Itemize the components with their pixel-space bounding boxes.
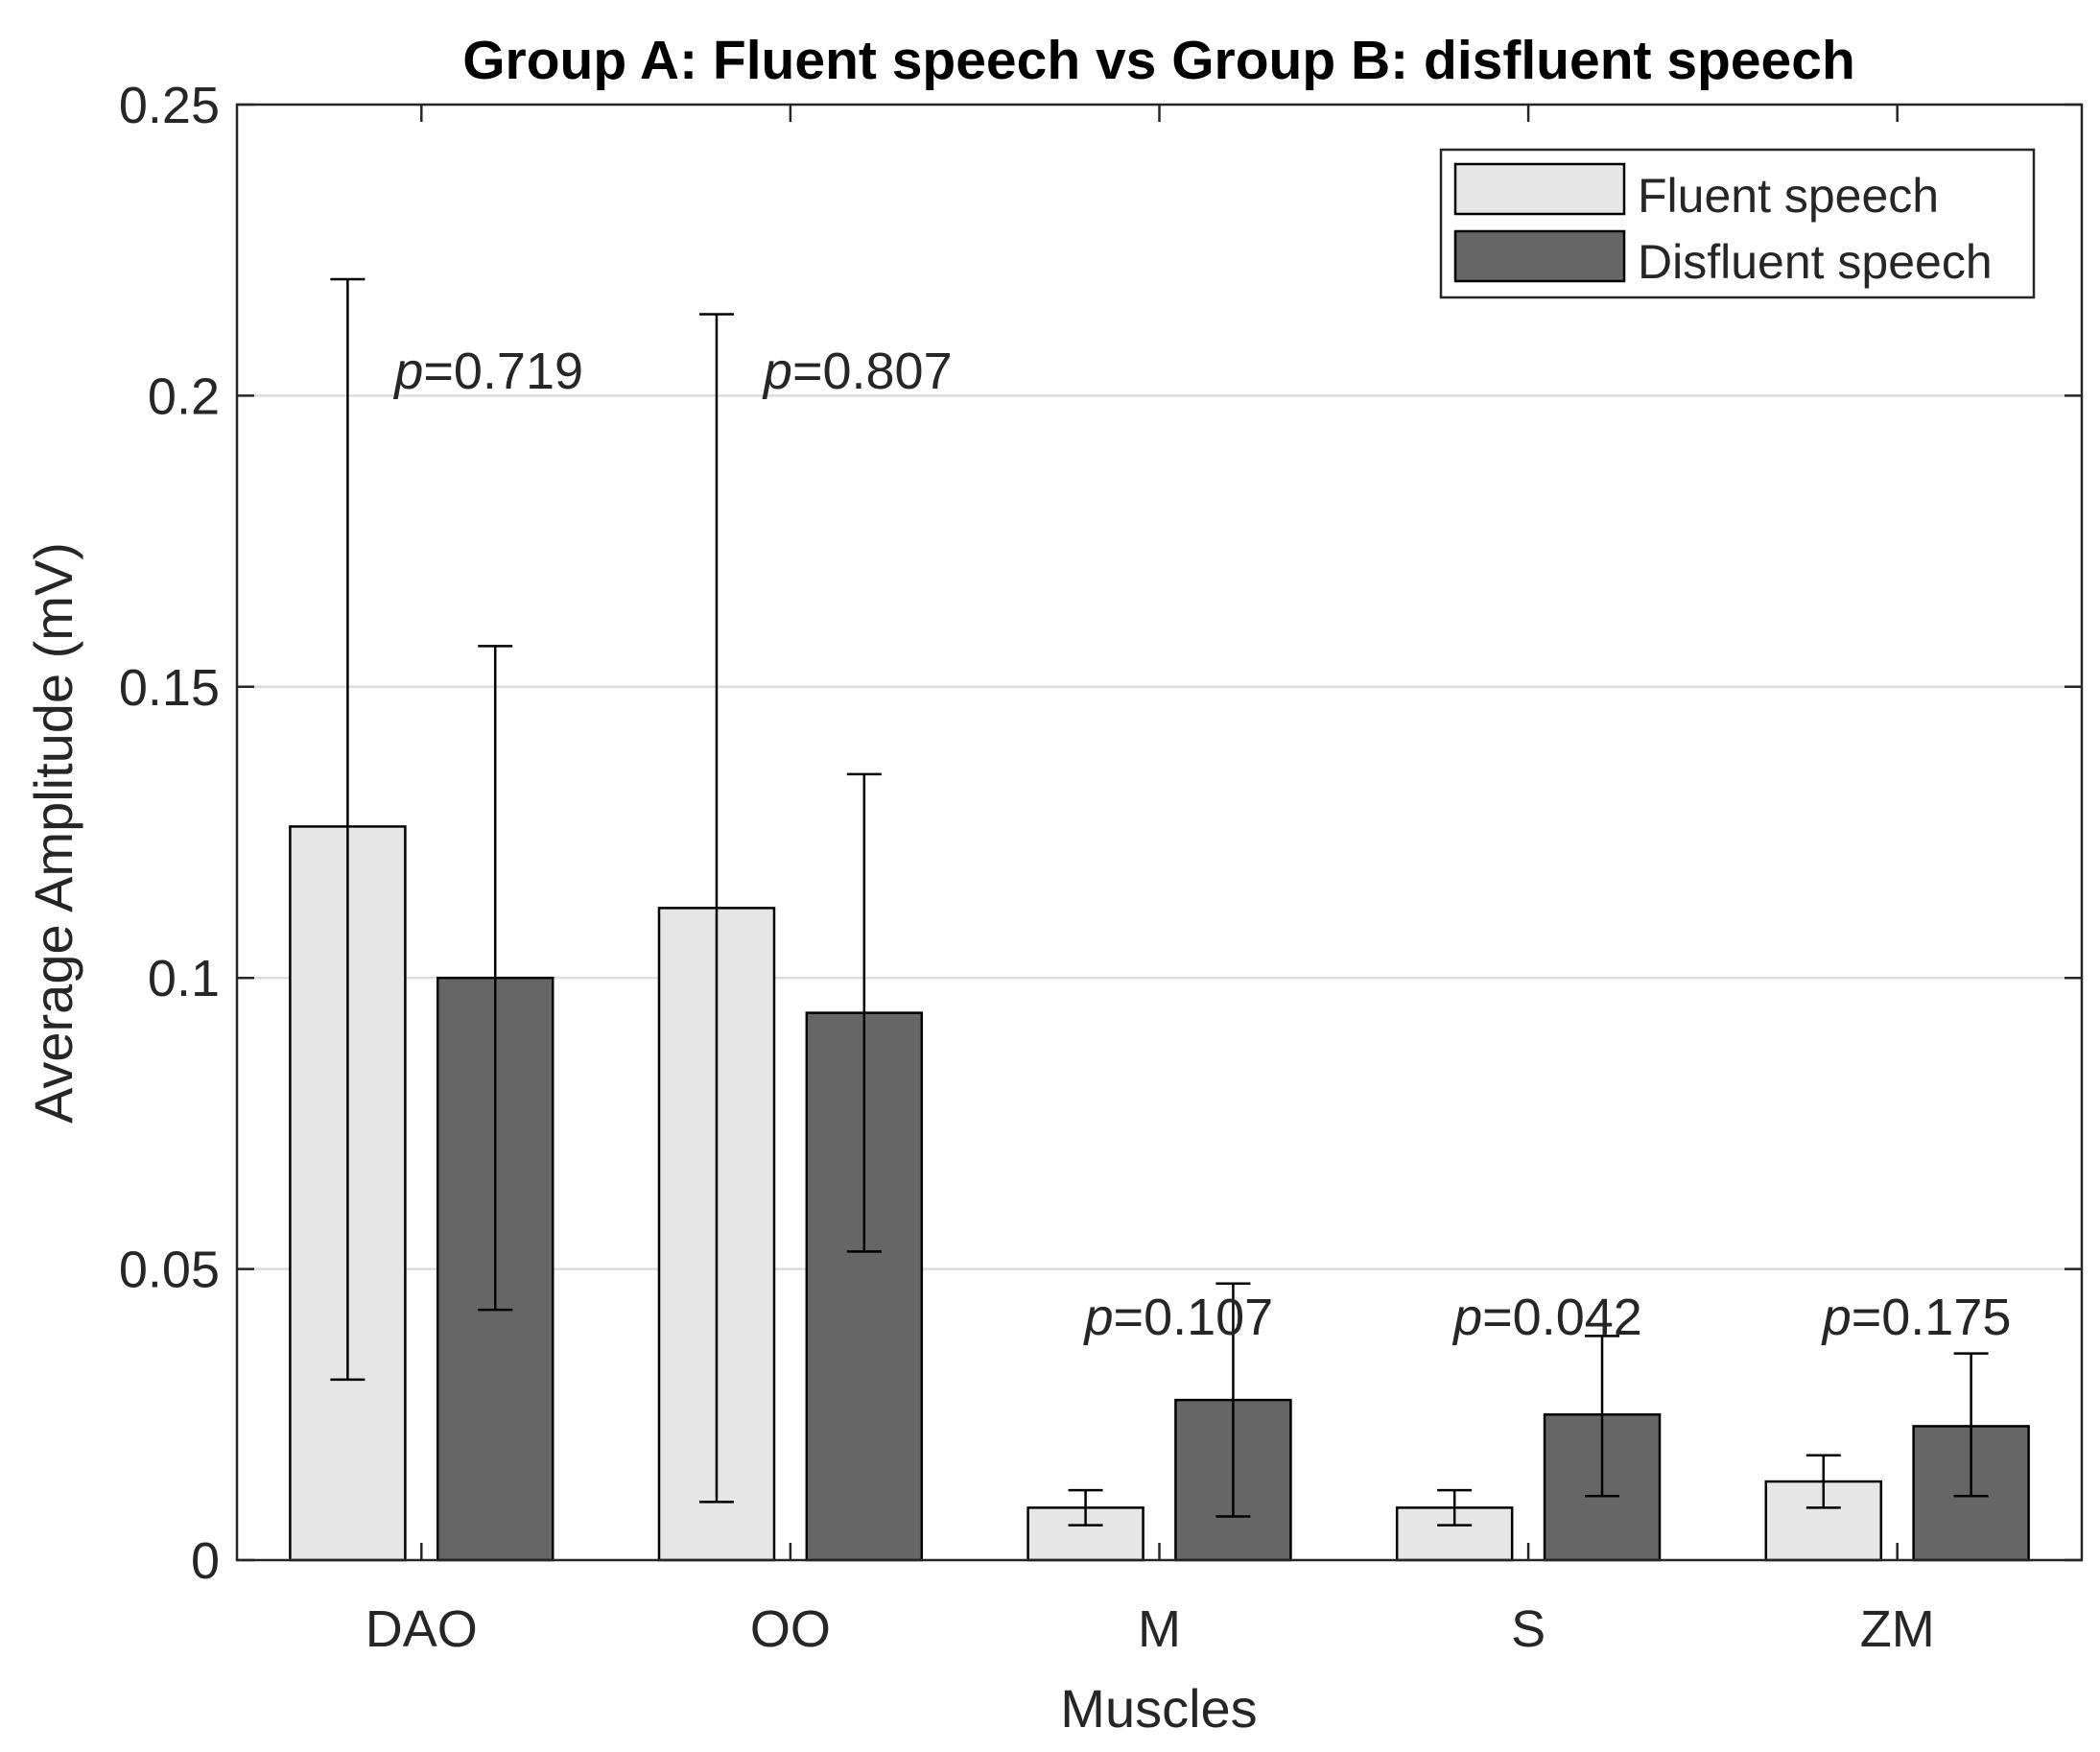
p-value-annotation-oo: p=0.807 bbox=[762, 343, 953, 400]
p-symbol: p bbox=[1083, 1289, 1114, 1346]
x-tick-label: S bbox=[1511, 1600, 1546, 1658]
error-bar-fluent-oo bbox=[698, 313, 734, 1503]
p-value: =0.175 bbox=[1852, 1289, 2012, 1346]
x-axis-label: Muscles bbox=[1060, 1678, 1257, 1739]
error-bar-disfluent-oo bbox=[846, 772, 882, 1253]
p-symbol: p bbox=[1451, 1289, 1482, 1346]
p-value: =0.042 bbox=[1482, 1289, 1642, 1346]
p-value-annotation-m: p=0.107 bbox=[1083, 1289, 1274, 1346]
x-tick-label: OO bbox=[750, 1600, 831, 1658]
x-tick-labels: DAO OO M S ZM bbox=[366, 1600, 1935, 1658]
p-value: =0.719 bbox=[423, 343, 583, 400]
error-bar-disfluent-dao bbox=[478, 645, 513, 1312]
error-bar-disfluent-m bbox=[1215, 1282, 1251, 1518]
p-value: =0.807 bbox=[792, 343, 953, 400]
axis-ticks bbox=[237, 103, 2082, 1562]
error-bar-fluent-zm bbox=[1805, 1454, 1841, 1509]
chart-title: Group A: Fluent speech vs Group B: disfl… bbox=[462, 30, 1855, 91]
p-symbol: p bbox=[392, 343, 423, 400]
p-value-annotation-s: p=0.042 bbox=[1451, 1289, 1642, 1346]
y-axis-label: Average Amplitude (mV) bbox=[23, 542, 83, 1124]
error-bar-fluent-m bbox=[1068, 1488, 1103, 1527]
legend-label-disfluent: Disfluent speech bbox=[1638, 235, 1993, 289]
p-value-annotation-zm: p=0.175 bbox=[1821, 1289, 2012, 1346]
error-bar-fluent-s bbox=[1437, 1488, 1473, 1527]
legend: Fluent speech Disfluent speech bbox=[1439, 148, 2036, 299]
error-bars bbox=[330, 277, 1989, 1527]
y-tick-label: 0.25 bbox=[119, 77, 220, 134]
bar-disfluent-oo bbox=[805, 1011, 924, 1562]
legend-swatch-disfluent bbox=[1453, 229, 1626, 283]
y-tick-labels: 0 0.05 0.1 0.15 0.2 0.25 bbox=[119, 77, 220, 1590]
p-symbol: p bbox=[762, 343, 792, 400]
x-tick-label: DAO bbox=[366, 1600, 478, 1658]
legend-label-fluent: Fluent speech bbox=[1638, 169, 1939, 223]
y-tick-label: 0.2 bbox=[148, 367, 220, 425]
error-bar-disfluent-zm bbox=[1953, 1352, 1989, 1498]
x-tick-label: M bbox=[1138, 1600, 1181, 1658]
error-bar-fluent-dao bbox=[330, 277, 366, 1382]
p-value: =0.107 bbox=[1114, 1289, 1274, 1346]
y-tick-label: 0.05 bbox=[119, 1242, 220, 1299]
y-tick-label: 0.1 bbox=[148, 950, 220, 1007]
y-tick-label: 0.15 bbox=[119, 659, 220, 717]
p-value-annotation-dao: p=0.719 bbox=[392, 343, 583, 400]
legend-swatch-fluent bbox=[1453, 162, 1626, 216]
error-bar-disfluent-s bbox=[1585, 1335, 1620, 1498]
y-tick-label: 0 bbox=[191, 1532, 220, 1590]
x-tick-label: ZM bbox=[1860, 1600, 1935, 1658]
p-symbol: p bbox=[1821, 1289, 1852, 1346]
